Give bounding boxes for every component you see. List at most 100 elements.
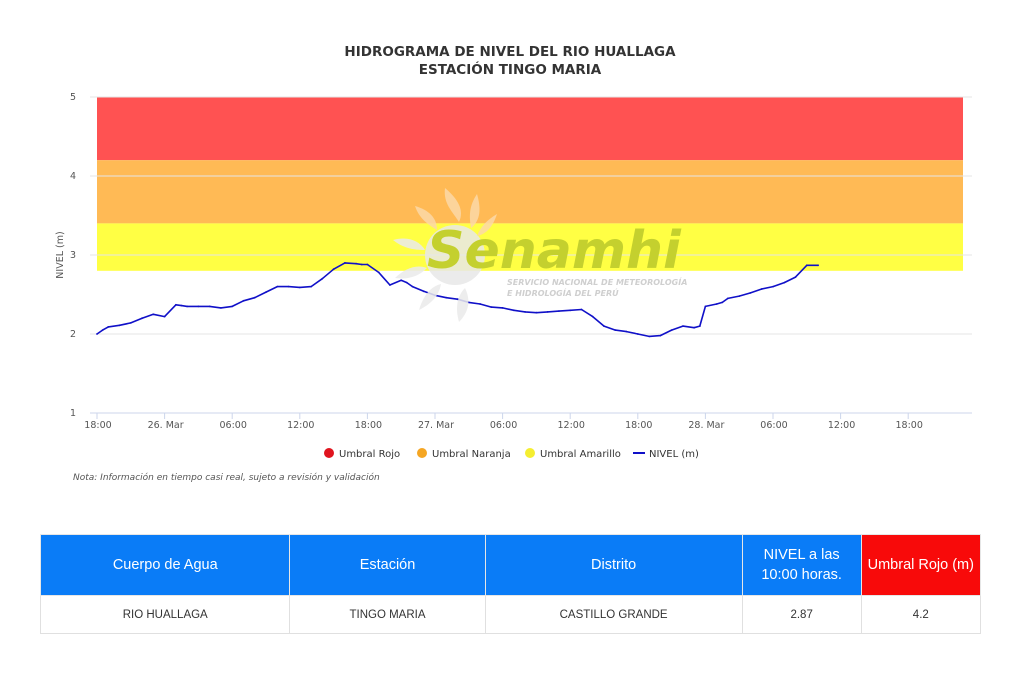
data-point xyxy=(456,298,459,301)
band-umbral-naranja xyxy=(97,160,963,224)
cell-estacion: TINGO MARIA xyxy=(289,595,486,634)
x-tick-label: 26. Mar xyxy=(148,420,184,431)
senamhi-watermark: Senamhi SERVICIO NACIONAL DE METEOROLOGÍ… xyxy=(393,188,687,322)
legend-dot-2 xyxy=(525,448,535,458)
data-point xyxy=(298,286,301,289)
data-point xyxy=(580,308,583,311)
data-point xyxy=(501,307,504,309)
station-info-table: Cuerpo de Agua Estación Distrito NIVEL a… xyxy=(39,534,982,634)
y-axis: 1 2 3 4 5 xyxy=(70,92,76,419)
data-point xyxy=(445,296,448,299)
data-point xyxy=(197,305,200,308)
x-tick-label: 06:00 xyxy=(220,420,247,431)
data-point xyxy=(693,326,695,329)
data-point xyxy=(355,262,357,265)
cell-distrito: CASTILLO GRANDE xyxy=(484,595,743,634)
data-point xyxy=(107,326,110,328)
x-tick-label: 12:00 xyxy=(287,420,314,431)
chart-note: Nota: Información en tiempo casi real, s… xyxy=(73,473,380,483)
x-axis: 18:00 26. Mar 06:00 12:00 18:00 27. Mar 06:00 1… xyxy=(84,412,972,431)
data-point xyxy=(625,330,628,333)
hydrograph-chart: HIDROGRAMA DE NIVEL DEL RIO HUALLAGA EST… xyxy=(55,44,972,460)
data-point xyxy=(546,311,549,313)
header-umbral-rojo: Umbral Rojo (m) xyxy=(860,534,982,596)
y-tick-label: 3 xyxy=(70,250,76,261)
data-point xyxy=(265,291,267,293)
data-point xyxy=(242,299,245,302)
data-point xyxy=(186,305,189,308)
watermark-brand: Senamhi xyxy=(427,221,682,281)
data-point xyxy=(648,335,650,338)
data-point xyxy=(360,263,363,266)
data-point xyxy=(659,334,662,337)
legend[interactable]: Umbral Rojo Umbral Naranja Umbral Amarillo… xyxy=(324,448,699,460)
data-point xyxy=(591,315,594,318)
cell-cuerpo-de-agua: RIO HUALLAGA xyxy=(39,595,291,634)
y-tick-label: 5 xyxy=(70,92,76,103)
series-layer xyxy=(96,262,819,338)
data-point xyxy=(276,285,279,288)
chart-title: HIDROGRAMA DE NIVEL DEL RIO HUALLAGA xyxy=(344,44,676,60)
data-point xyxy=(783,281,786,284)
data-point xyxy=(569,309,572,312)
data-point xyxy=(152,313,155,316)
legend-label: Umbral Naranja xyxy=(432,449,511,460)
data-point xyxy=(310,285,312,288)
legend-label: Umbral Rojo xyxy=(339,449,400,460)
x-tick-label: 27. Mar xyxy=(418,420,454,431)
data-point xyxy=(287,285,290,288)
legend-dot-1 xyxy=(417,448,427,458)
data-point xyxy=(389,284,391,286)
data-point xyxy=(253,296,256,299)
header-estacion: Estación xyxy=(289,534,486,596)
y-tick-label: 4 xyxy=(70,171,76,182)
x-tick-label: 12:00 xyxy=(828,420,855,431)
legend-label: NIVEL (m) xyxy=(649,449,699,460)
header-distrito: Distrito xyxy=(484,534,743,596)
chart-subtitle: ESTACIÓN TINGO MARIA xyxy=(419,60,602,78)
sun-logo-icon xyxy=(393,188,497,322)
y-axis-label: NIVEL (m) xyxy=(55,231,66,278)
x-tick-label: 06:00 xyxy=(490,420,517,431)
data-point xyxy=(614,329,617,331)
data-point xyxy=(704,305,707,308)
data-point xyxy=(422,290,425,293)
band-umbral-amarillo xyxy=(97,223,963,271)
data-point xyxy=(524,311,526,313)
x-tick-label: 18:00 xyxy=(896,420,923,431)
data-point xyxy=(760,288,763,290)
data-point xyxy=(558,310,560,312)
data-point xyxy=(738,295,741,297)
data-point xyxy=(101,329,104,331)
data-point xyxy=(670,329,673,331)
data-point xyxy=(603,325,605,327)
x-tick-label: 12:00 xyxy=(558,420,585,431)
data-point xyxy=(96,333,98,335)
data-point xyxy=(163,315,166,318)
data-point xyxy=(400,279,403,282)
data-point xyxy=(321,277,324,280)
data-point xyxy=(721,301,724,304)
data-point xyxy=(344,262,346,264)
data-point xyxy=(636,333,639,335)
y-tick-label: 1 xyxy=(70,408,76,419)
cell-umbral-rojo: 4.2 xyxy=(860,595,982,634)
data-point xyxy=(141,317,144,320)
data-point xyxy=(749,292,752,294)
data-point xyxy=(479,303,481,305)
x-tick-label: 18:00 xyxy=(355,420,382,431)
data-point xyxy=(129,322,132,324)
data-point xyxy=(118,324,121,327)
data-point xyxy=(794,276,797,278)
data-point xyxy=(366,263,369,266)
data-point xyxy=(513,309,515,312)
data-point xyxy=(220,307,222,309)
data-point xyxy=(715,303,718,305)
data-point xyxy=(377,271,380,274)
data-point xyxy=(698,325,701,327)
data-point xyxy=(727,297,729,300)
threshold-bands xyxy=(97,97,963,271)
band-umbral-rojo xyxy=(97,97,963,161)
x-tick-label: 06:00 xyxy=(760,420,787,431)
header-cuerpo-de-agua: Cuerpo de Agua xyxy=(39,534,291,596)
